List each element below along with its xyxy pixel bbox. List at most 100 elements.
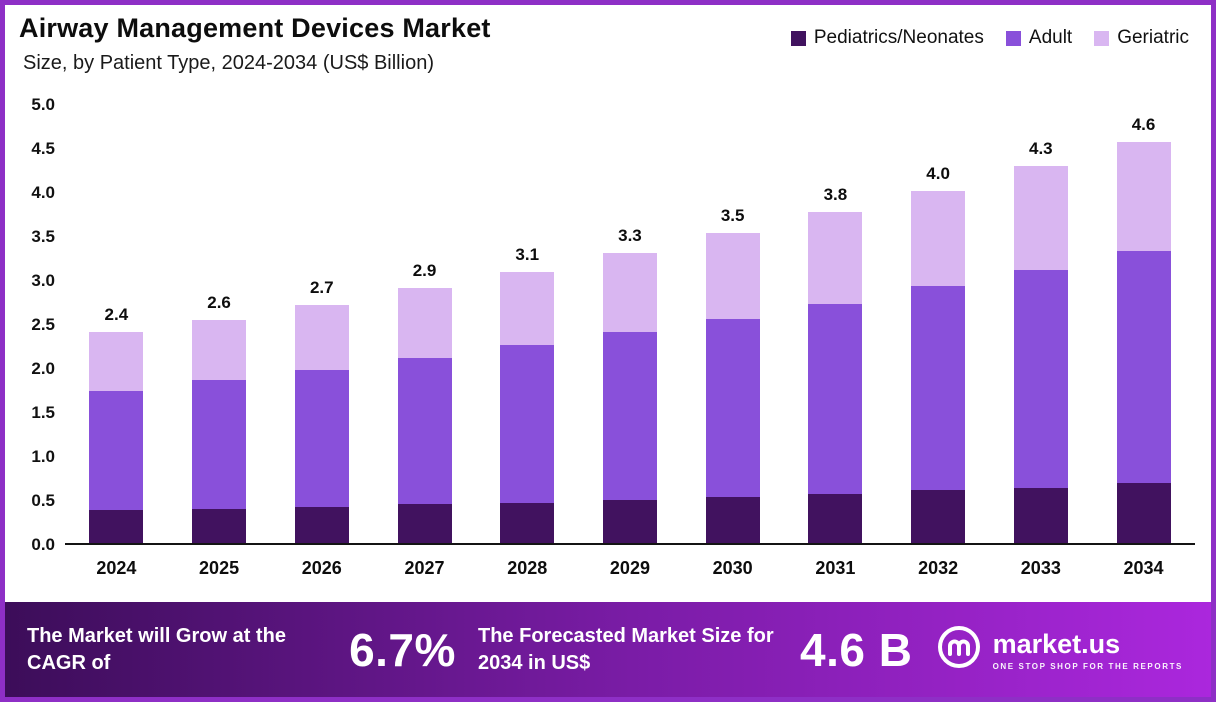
bar-segment-adult bbox=[192, 380, 247, 509]
legend-label: Pediatrics/Neonates bbox=[813, 27, 984, 48]
bar-segment-pediatrics-neonates bbox=[705, 497, 760, 543]
y-tick-label: 4.0 bbox=[31, 183, 55, 202]
bar-group-2025: 2.6 bbox=[168, 105, 271, 543]
x-tick-label: 2030 bbox=[712, 558, 753, 578]
bar-total-label: 4.0 bbox=[926, 164, 950, 184]
y-tick-label: 2.0 bbox=[31, 359, 55, 378]
bar-segment-pediatrics-neonates bbox=[911, 490, 966, 543]
legend-label: Geriatric bbox=[1117, 27, 1189, 48]
legend-label: Adult bbox=[1028, 27, 1073, 48]
y-tick-label: 0.0 bbox=[31, 535, 55, 554]
bar-group-2032: 4.0 bbox=[887, 105, 990, 543]
y-tick-label: 1.0 bbox=[31, 447, 55, 466]
bar-segment-geriatric bbox=[192, 320, 247, 381]
y-axis: 5.0 4.5 4.0 3.5 3.0 2.5 2.0 1.5 1.0 0.5 0.0 bbox=[15, 95, 65, 554]
bar-segment-geriatric bbox=[1013, 166, 1068, 271]
bar-segment-pediatrics-neonates bbox=[294, 506, 349, 543]
bar-segment-adult bbox=[808, 303, 863, 494]
stacked-bar bbox=[1116, 141, 1171, 543]
footer-banner: The Market will Grow at the CAGR of 6.7%… bbox=[5, 602, 1211, 697]
bar-group-2026: 2.7 bbox=[270, 105, 373, 543]
bar-group-2027: 2.9 bbox=[373, 105, 476, 543]
bar-segment-pediatrics-neonates bbox=[808, 493, 863, 543]
chart-body: 5.0 4.5 4.0 3.5 3.0 2.5 2.0 1.5 1.0 0.5 0.0 2.4 2.6… bbox=[15, 95, 1195, 602]
stacked-bar bbox=[500, 272, 555, 543]
cagr-value: 6.7% bbox=[349, 623, 456, 676]
bar-total-label: 3.8 bbox=[823, 185, 848, 205]
y-tick-label: 0.5 bbox=[31, 491, 55, 510]
logo-tagline: ONE STOP SHOP FOR THE REPORTS bbox=[992, 661, 1183, 671]
legend-item-geriatric: Geriatric bbox=[1094, 27, 1189, 49]
bar-segment-geriatric bbox=[89, 331, 144, 391]
bar-segment-adult bbox=[500, 345, 555, 503]
stacked-bar bbox=[602, 252, 657, 543]
stacked-bar bbox=[705, 233, 760, 543]
bar-total-label: 4.6 bbox=[1131, 114, 1156, 134]
bar-total-label: 2.7 bbox=[309, 278, 334, 298]
x-axis: 2024 2025 2026 2027 2028 2029 2030 2031 2032 2033… bbox=[65, 545, 1195, 579]
stacked-bar bbox=[294, 305, 349, 543]
bar-segment-geriatric bbox=[397, 287, 452, 359]
bar-segment-geriatric bbox=[1116, 141, 1171, 251]
bar-segment-adult bbox=[397, 358, 452, 505]
y-tick-label: 5.0 bbox=[31, 95, 55, 114]
x-tick-label: 2025 bbox=[199, 558, 240, 578]
bar-segment-adult bbox=[602, 331, 657, 500]
bar-total-label: 3.5 bbox=[720, 206, 745, 226]
bar-group-2033: 4.3 bbox=[989, 105, 1092, 543]
bar-segment-geriatric bbox=[294, 305, 349, 370]
bar-segment-adult bbox=[1013, 270, 1068, 488]
bar-segment-adult bbox=[294, 369, 349, 507]
forecast-value: 4.6 B bbox=[800, 623, 913, 676]
bar-segment-pediatrics-neonates bbox=[1013, 487, 1068, 543]
bar-total-label: 2.6 bbox=[207, 293, 231, 313]
chart-header: Airway Management Devices Market Size, b… bbox=[15, 13, 1195, 101]
y-tick-label: 3.5 bbox=[31, 227, 55, 246]
marketus-logo-icon bbox=[935, 623, 983, 676]
bar-segment-pediatrics-neonates bbox=[89, 510, 144, 543]
x-tick-label: 2029 bbox=[609, 558, 650, 578]
bar-segment-geriatric bbox=[808, 212, 863, 304]
y-tick-label: 4.5 bbox=[31, 139, 55, 158]
bar-total-label: 2.4 bbox=[104, 304, 129, 324]
x-tick-label: 2026 bbox=[301, 558, 342, 578]
bar-group-2024: 2.4 bbox=[65, 105, 168, 543]
plot-wrap: 2.4 2.6 2.7 2.9 3.1 3.3 3.5 3.8 4.0 4.3 4.6 2024 20… bbox=[65, 105, 1195, 602]
bar-segment-geriatric bbox=[602, 252, 657, 332]
bar-total-label: 2.9 bbox=[412, 260, 437, 280]
bar-group-2028: 3.1 bbox=[476, 105, 579, 543]
y-tick-label: 1.5 bbox=[31, 403, 55, 422]
bar-segment-adult bbox=[89, 390, 144, 511]
logo-name: market.us bbox=[992, 628, 1121, 659]
x-tick-label: 2033 bbox=[1020, 558, 1061, 578]
bar-segment-pediatrics-neonates bbox=[500, 502, 555, 543]
bar-group-2029: 3.3 bbox=[579, 105, 682, 543]
legend-item-pediatrics-neonates: Pediatrics/Neonates bbox=[790, 27, 984, 49]
stacked-bar bbox=[192, 320, 247, 543]
cagr-text: The Market will Grow at the CAGR of bbox=[27, 624, 286, 674]
x-tick-label: 2024 bbox=[96, 558, 137, 578]
bar-total-label: 4.3 bbox=[1029, 139, 1053, 159]
stacked-bar bbox=[397, 287, 452, 543]
bar-segment-geriatric bbox=[500, 272, 555, 345]
bar-segment-pediatrics-neonates bbox=[602, 499, 657, 543]
bar-segment-geriatric bbox=[705, 233, 760, 319]
x-tick-label: 2028 bbox=[507, 558, 548, 578]
bar-group-2030: 3.5 bbox=[681, 105, 784, 543]
bar-total-label: 3.1 bbox=[515, 245, 540, 264]
x-tick-label: 2032 bbox=[918, 558, 959, 578]
x-tick-label: 2031 bbox=[815, 558, 856, 578]
y-tick-label: 3.0 bbox=[31, 271, 55, 290]
marketus-logo: market.us ONE STOP SHOP FOR THE REPORTS bbox=[935, 623, 1183, 676]
bar-segment-adult bbox=[705, 318, 760, 498]
bar-segment-pediatrics-neonates bbox=[1116, 483, 1171, 543]
bar-segment-adult bbox=[1116, 250, 1171, 484]
x-tick-label: 2027 bbox=[404, 558, 445, 578]
chart-title: Airway Management Devices Market bbox=[19, 13, 491, 43]
bar-segment-pediatrics-neonates bbox=[192, 508, 247, 543]
forecast-text: The Forecasted Market Size for 2034 in U… bbox=[477, 624, 774, 674]
bar-segment-adult bbox=[911, 286, 966, 491]
legend-swatch bbox=[1094, 30, 1110, 46]
bar-segment-pediatrics-neonates bbox=[397, 504, 452, 543]
